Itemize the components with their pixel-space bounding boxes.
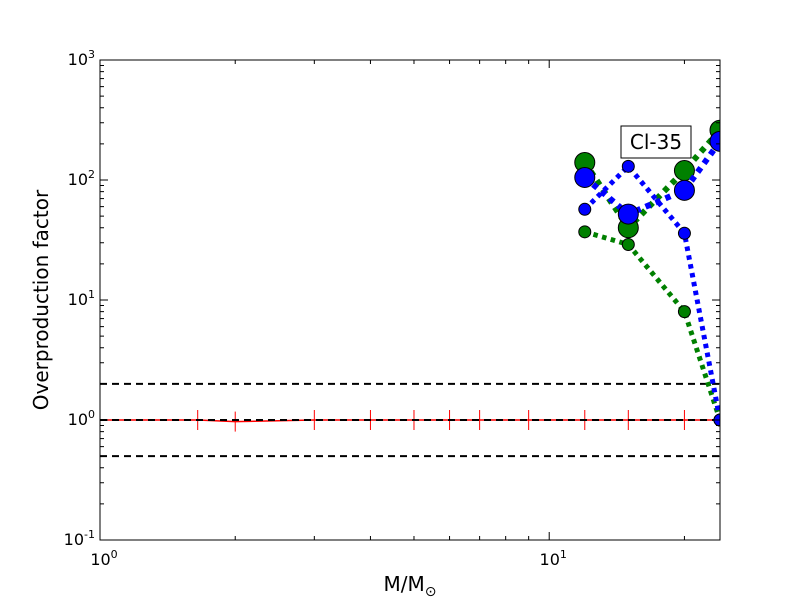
annotation-label: Cl-35 [630, 130, 682, 154]
series-point [578, 225, 592, 239]
series-line [582, 128, 720, 233]
x-axis-title-text: M/M [384, 572, 425, 596]
x-tick-label: 100 [90, 548, 117, 569]
y-tick-label: 102 [68, 168, 95, 189]
series-point [574, 166, 596, 188]
y-tick-label: 103 [68, 48, 95, 69]
series-point [677, 226, 691, 240]
y-tick-label: 10-1 [64, 528, 95, 549]
series-point [621, 238, 635, 252]
data-series [574, 119, 720, 427]
x-axis-title-subscript: ⊙ [425, 584, 437, 600]
series-point [617, 203, 639, 225]
annotation: Cl-35 [620, 125, 692, 159]
y-axis-title: Overproduction factor [29, 189, 53, 410]
annotation-box [620, 125, 692, 159]
series-line [583, 162, 720, 421]
series-line [584, 229, 720, 421]
x-tick-label: 101 [540, 548, 567, 569]
series-point [673, 179, 695, 201]
x-axis-title: M/M⊙ [384, 572, 437, 600]
series-point [621, 159, 635, 173]
series-point [709, 130, 720, 152]
y-tick-label: 100 [68, 408, 95, 429]
series-point [677, 305, 691, 319]
reference-lines [100, 382, 720, 458]
y-tick-label: 101 [68, 288, 95, 309]
series-point [578, 202, 592, 216]
series-line [582, 139, 720, 218]
